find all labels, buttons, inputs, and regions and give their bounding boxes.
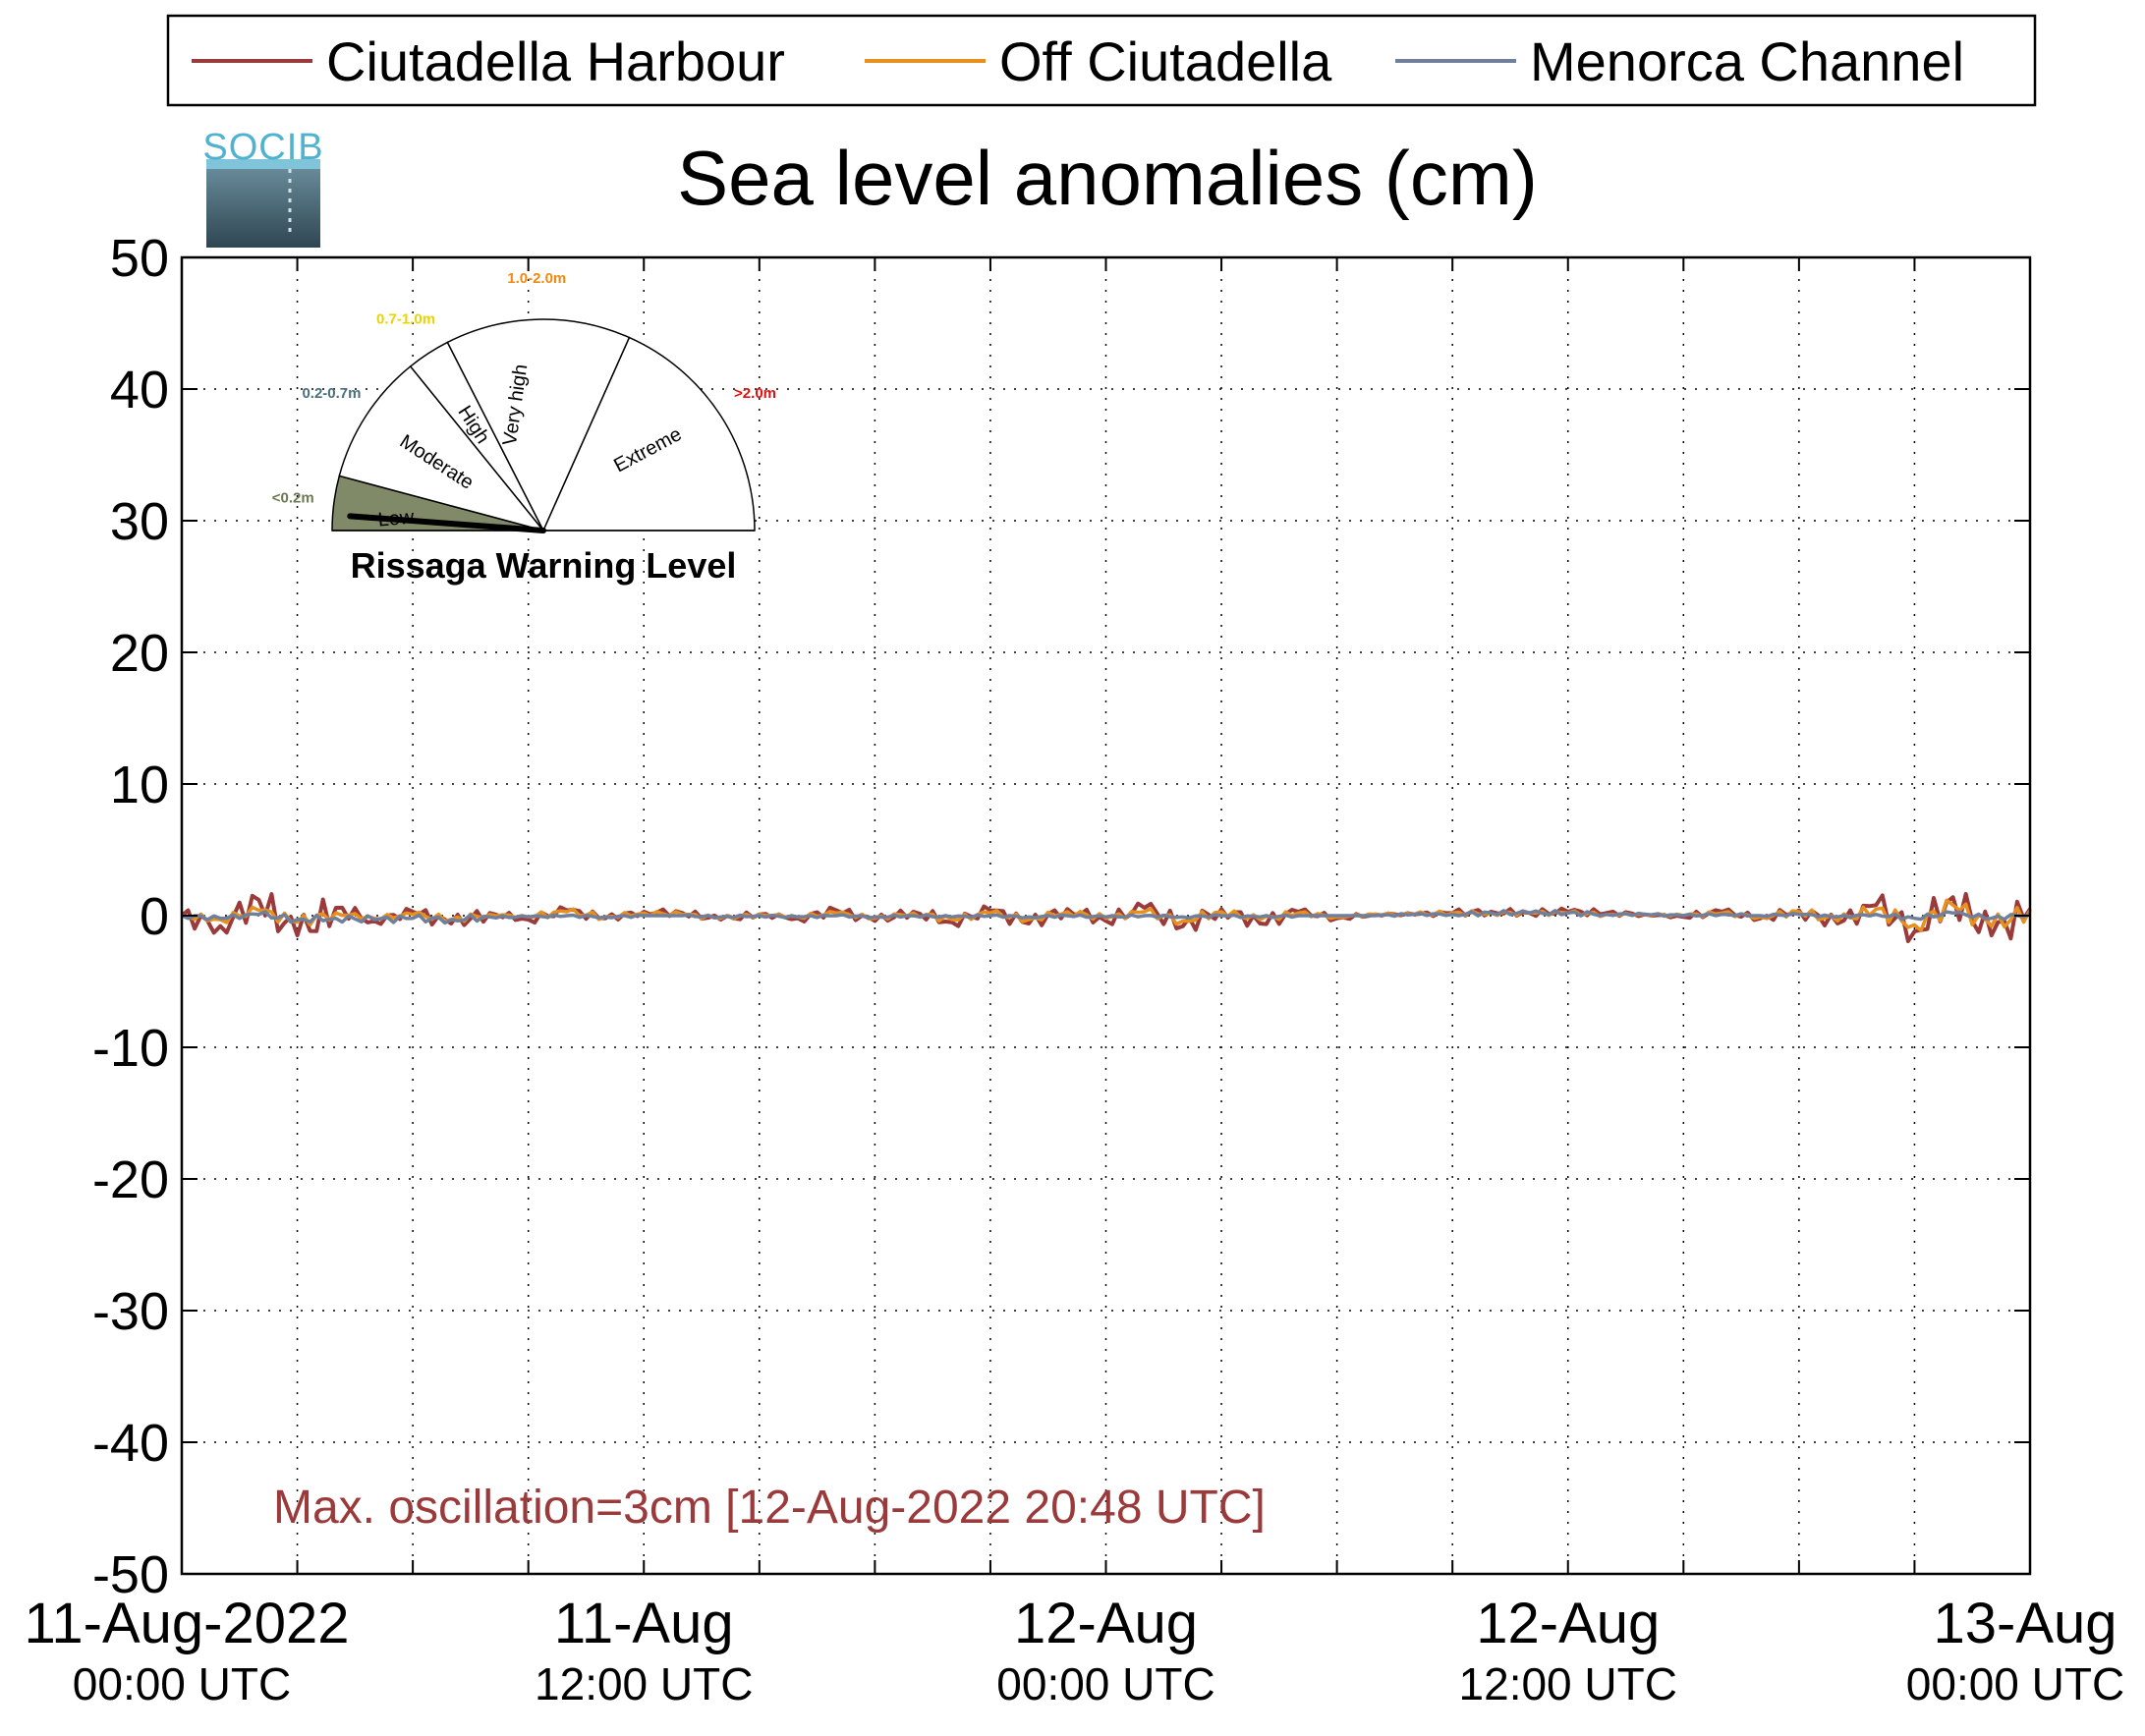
gauge-range-label-very-high: 1.0-2.0m (507, 270, 566, 287)
y-tick-label: 10 (110, 756, 169, 814)
y-tick-label: -20 (92, 1150, 169, 1209)
x-tick-date-label: 13-Aug (1933, 1592, 2117, 1655)
x-tick-date-label: 12-Aug (1014, 1592, 1198, 1655)
y-tick-label: -40 (92, 1414, 169, 1473)
gauge-range-label-extreme: >2.0m (734, 385, 776, 402)
y-tick-label: 50 (110, 229, 169, 288)
series-line-menorca-channel (181, 909, 2031, 925)
legend-box (166, 14, 2037, 107)
series-lines (180, 891, 2032, 943)
chart-title: Sea level anomalies (cm) (677, 135, 1538, 221)
y-tick-label: -30 (92, 1282, 169, 1341)
x-tick-date-label: 12-Aug (1476, 1592, 1660, 1655)
gauge-sector-extreme (541, 336, 756, 532)
x-tick-time-label: 12:00 UTC (1459, 1658, 1677, 1709)
legend-label-off-ciutadella: Off Ciutadella (999, 30, 1332, 92)
legend-label-menorca-channel: Menorca Channel (1530, 30, 1964, 92)
x-tick-time-label: 00:00 UTC (73, 1658, 291, 1709)
gauge-range-label-high: 0.7-1.0m (376, 310, 435, 327)
y-tick-label: -10 (92, 1019, 169, 1078)
legend-item-ciutadella-harbour: Ciutadella Harbour (192, 30, 785, 92)
y-tick-label: 0 (140, 887, 169, 946)
legend-item-off-ciutadella: Off Ciutadella (865, 30, 1332, 92)
rissaga-warning-gauge: Rissaga Warning Level Low<0.2mModerate0.… (272, 270, 776, 586)
gauge-range-label-moderate: 0.2-0.7m (302, 385, 361, 402)
gauge-needle (347, 513, 546, 533)
socib-logo: SOCIB (202, 127, 323, 248)
y-tick-label: 30 (110, 492, 169, 551)
x-tick-date-label: 11-Aug (554, 1592, 734, 1655)
y-tick-label: 40 (110, 361, 169, 420)
gauge-title: Rissaga Warning Level (351, 545, 737, 586)
x-tick-time-label: 12:00 UTC (535, 1658, 753, 1709)
gauge-sector-moderate (338, 364, 546, 532)
x-tick-time-label: 00:00 UTC (996, 1658, 1214, 1709)
logo-text: SOCIB (202, 127, 323, 168)
legend-item-menorca-channel: Menorca Channel (1395, 30, 1964, 92)
y-tick-label: 20 (110, 624, 169, 683)
x-tick-time-label: 00:00 UTC (1906, 1658, 2124, 1709)
y-tick-label: -50 (92, 1545, 169, 1604)
max-oscillation-annotation: Max. oscillation=3cm [12-Aug-2022 20:48 … (273, 1482, 1266, 1534)
gauge-sector-very-high (446, 318, 631, 532)
gauge-range-label-low: <0.2m (272, 489, 314, 506)
x-tick-date-label: 11-Aug-2022 (24, 1592, 349, 1655)
y-axis: 50 40 30 20 10 0 -10 -20 -30 -40 -50 (92, 229, 2030, 1604)
legend-label-ciutadella-harbour: Ciutadella Harbour (326, 30, 785, 92)
logo-top-band (206, 159, 320, 169)
legend: Ciutadella Harbour Off Ciutadella Menorc… (166, 14, 2037, 107)
logo-water-block (206, 165, 320, 248)
